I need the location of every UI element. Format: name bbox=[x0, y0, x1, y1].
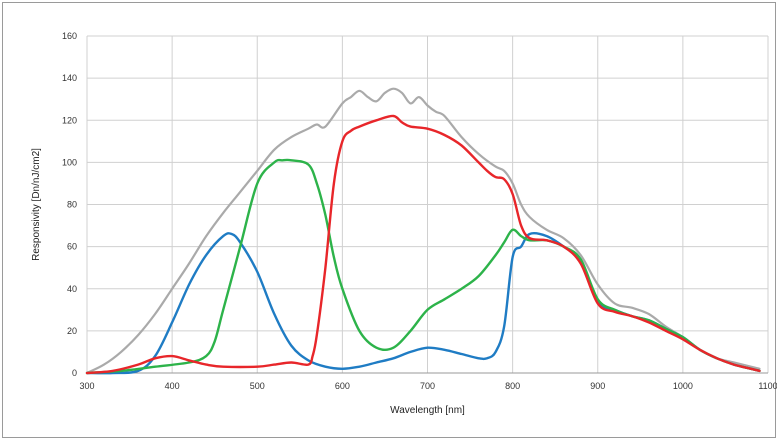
blue-series-line bbox=[85, 232, 761, 375]
x-tick-label: 1100 bbox=[758, 381, 777, 391]
y-tick-label: 160 bbox=[62, 31, 77, 41]
x-tick-label: 700 bbox=[420, 381, 435, 391]
y-tick-label: 140 bbox=[62, 73, 77, 83]
y-tick-label: 20 bbox=[67, 326, 77, 336]
responsivity-chart: 0 20 40 60 80 100 120 140 160 300 400 500 600 700 800 9… bbox=[31, 31, 777, 416]
x-tick-label: 600 bbox=[335, 381, 350, 391]
red-series-line bbox=[85, 114, 761, 375]
x-tick-label: 800 bbox=[505, 381, 520, 391]
x-tick-label: 1000 bbox=[673, 381, 693, 391]
y-tick-label: 120 bbox=[62, 115, 77, 125]
x-tick-label: 500 bbox=[250, 381, 265, 391]
x-tick-label: 900 bbox=[590, 381, 605, 391]
y-tick-label: 100 bbox=[62, 157, 77, 167]
y-tick-label: 40 bbox=[67, 284, 77, 294]
gray-total-series-line bbox=[85, 87, 761, 375]
x-tick-label: 400 bbox=[165, 381, 180, 391]
x-tick-label: 300 bbox=[79, 381, 94, 391]
x-axis-title: Wavelength [nm] bbox=[390, 405, 465, 416]
y-tick-label: 80 bbox=[67, 200, 77, 210]
green-series-line bbox=[85, 158, 761, 375]
y-tick-label: 0 bbox=[72, 368, 77, 378]
y-tick-label: 60 bbox=[67, 242, 77, 252]
y-axis-title: Responsivity [Dn/nJ/cm2] bbox=[31, 148, 42, 261]
